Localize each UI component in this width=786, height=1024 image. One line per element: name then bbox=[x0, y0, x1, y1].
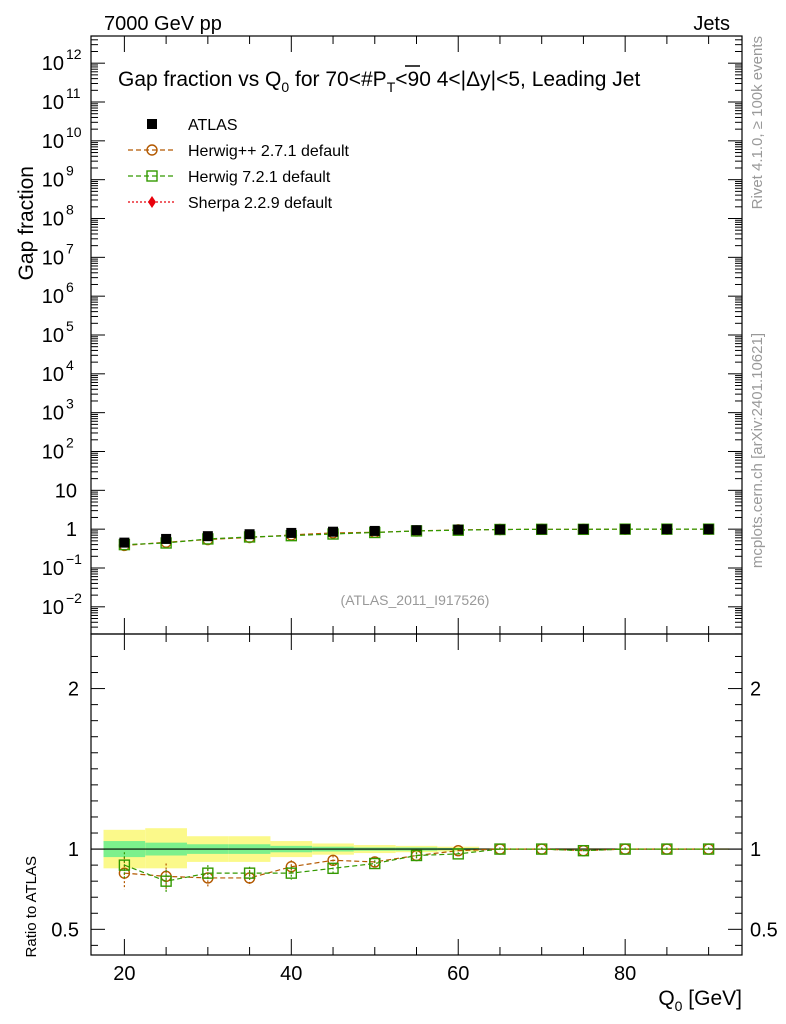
y-main-tick-exp--1: −1 bbox=[66, 551, 82, 567]
ratio-point-herwig-7-2-1-default-90 bbox=[702, 843, 715, 855]
y-main-tick-exp-7: 7 bbox=[66, 240, 74, 256]
y-main-tick-exp-8: 8 bbox=[66, 202, 74, 218]
ratio-point-herwig-7-2-1-default-25 bbox=[160, 875, 172, 887]
point-atlas-55 bbox=[411, 525, 422, 536]
y-main-tick-label-12: 10 bbox=[42, 53, 64, 75]
main-y-axis-label: Gap fraction bbox=[15, 166, 38, 280]
y-ratio-tick-label-0.5: 0.5 bbox=[51, 919, 79, 941]
y-main-tick-label-7: 10 bbox=[42, 247, 64, 269]
ratio-frame bbox=[90, 633, 743, 956]
point-atlas-45 bbox=[328, 526, 339, 537]
legend-label-herwig-7-2-1-default: Herwig 7.2.1 default bbox=[188, 169, 331, 186]
x-tick-label-40: 40 bbox=[280, 963, 302, 985]
ratio-point-herwig-7-2-1-default-50 bbox=[369, 857, 381, 870]
y-main-tick-exp-9: 9 bbox=[66, 163, 74, 179]
y-main-tick-exp--2: −2 bbox=[66, 590, 82, 606]
ratio-point-herwig-7-2-1-default-30 bbox=[202, 867, 214, 879]
ratio-point-herwig-7-2-1-default-65 bbox=[494, 843, 506, 855]
y-main-tick-label-6: 10 bbox=[42, 286, 64, 308]
y-main-tick-exp-10: 10 bbox=[66, 124, 82, 140]
ratio-point-herwig-7-2-1-default-80 bbox=[619, 843, 631, 855]
y-main-tick-exp-4: 4 bbox=[66, 357, 74, 373]
y-ratio-tick-label-right-2: 2 bbox=[750, 679, 761, 701]
header-category: Jets bbox=[693, 13, 730, 35]
y-main-tick-exp-11: 11 bbox=[66, 85, 81, 101]
point-atlas-25 bbox=[161, 533, 172, 544]
y-main-tick-label-11: 10 bbox=[42, 92, 64, 114]
y-main-tick-label-1: 10 bbox=[55, 480, 77, 502]
y-main-tick-label-10: 10 bbox=[42, 131, 64, 153]
y-main-tick-label-5: 10 bbox=[42, 325, 64, 347]
x-tick-label-80: 80 bbox=[614, 963, 636, 985]
legend-marker-herwig-2-7-1-default bbox=[146, 144, 158, 156]
analysis-id: (ATLAS_2011_I917526) bbox=[341, 592, 490, 608]
y-main-tick-label-8: 10 bbox=[42, 209, 64, 231]
point-atlas-70 bbox=[536, 524, 547, 535]
y-ratio-tick-label-right-1: 1 bbox=[750, 839, 761, 861]
y-main-tick-exp-12: 12 bbox=[66, 46, 82, 62]
x-tick-label-60: 60 bbox=[447, 963, 469, 985]
legend-marker-atlas bbox=[147, 119, 157, 129]
ratio-point-herwig-7-2-1-default-60 bbox=[452, 848, 464, 860]
ratio-point-herwig-7-2-1-default-45 bbox=[327, 862, 339, 875]
legend-label-atlas: ATLAS bbox=[188, 117, 238, 134]
ratio-panel-series bbox=[118, 843, 715, 893]
y-ratio-tick-label-right-0.5: 0.5 bbox=[750, 919, 778, 941]
ratio-point-herwig-7-2-1-default-70 bbox=[535, 843, 548, 855]
y-main-tick-exp-5: 5 bbox=[66, 318, 74, 334]
y-main-tick-label--1: 10 bbox=[42, 558, 64, 580]
point-atlas-60 bbox=[453, 524, 464, 535]
y-main-tick-label-3: 10 bbox=[42, 403, 64, 425]
main-panel-series bbox=[118, 523, 715, 552]
ratio-point-herwig-7-2-1-default-55 bbox=[410, 849, 423, 862]
point-atlas-90 bbox=[703, 524, 714, 535]
legend-label-herwig-2-7-1-default: Herwig++ 2.7.1 default bbox=[188, 143, 350, 160]
point-atlas-85 bbox=[661, 524, 672, 535]
point-atlas-30 bbox=[202, 531, 213, 542]
y-main-tick-label-2: 10 bbox=[42, 441, 64, 463]
y-main-tick-label--2: 10 bbox=[42, 597, 64, 619]
legend: ATLAS Herwig++ 2.7.1 default Herwig 7.2.1 … bbox=[128, 117, 350, 212]
y-main-tick-label-9: 10 bbox=[42, 170, 64, 192]
ratio-point-herwig-7-2-1-default-35 bbox=[243, 867, 256, 879]
chart-title: Gap fraction vs Q0 for 70<#PT<90 4<|Δy|<… bbox=[118, 68, 640, 95]
point-atlas-40 bbox=[286, 527, 297, 538]
y-ratio-tick-label-1: 1 bbox=[68, 839, 79, 861]
point-atlas-35 bbox=[244, 529, 255, 540]
point-atlas-20 bbox=[119, 537, 130, 548]
legend-marker-herwig-7-2-1-default bbox=[146, 170, 158, 182]
y-main-tick-exp-6: 6 bbox=[66, 279, 74, 295]
legend-marker-sherpa-2-2-9-default bbox=[148, 196, 156, 208]
ratio-uncertainty-bands bbox=[103, 828, 730, 869]
ratio-y-axis-label: Ratio to ATLAS bbox=[23, 856, 40, 957]
side-rivet-label: Rivet 4.1.0, ≥ 100k events bbox=[749, 36, 766, 209]
y-main-tick-exp-2: 2 bbox=[66, 434, 74, 450]
y-ratio-tick-label-2: 2 bbox=[68, 679, 79, 701]
ratio-point-herwig-7-2-1-default-85 bbox=[661, 843, 673, 855]
ratio-point-herwig-7-2-1-default-40 bbox=[285, 867, 298, 879]
ratio-panel-axes: 20 40 60 80 0.5 0.5 1 1 2 2 bbox=[51, 633, 778, 985]
point-atlas-65 bbox=[494, 524, 505, 535]
x-axis-label: Q0 [GeV] bbox=[658, 987, 742, 1014]
point-atlas-80 bbox=[620, 524, 631, 535]
ratio-point-herwig-2-7-1-default-20 bbox=[118, 867, 131, 879]
point-atlas-75 bbox=[578, 524, 589, 535]
y-main-tick-label-0: 1 bbox=[66, 519, 77, 541]
ratio-line-herwig-7-2-1-default bbox=[124, 848, 709, 882]
header-energy: 7000 GeV pp bbox=[104, 13, 222, 35]
point-atlas-50 bbox=[369, 525, 380, 536]
legend-label-sherpa-2-2-9-default: Sherpa 2.2.9 default bbox=[188, 195, 333, 212]
y-main-tick-label-4: 10 bbox=[42, 364, 64, 386]
x-tick-label-20: 20 bbox=[113, 963, 135, 985]
y-main-tick-exp-3: 3 bbox=[66, 396, 74, 412]
ratio-point-herwig-7-2-1-default-20 bbox=[118, 859, 131, 871]
ratio-point-herwig-7-2-1-default-75 bbox=[577, 844, 590, 857]
side-mcplots-label: mcplots.cern.ch [arXiv:2401.10621] bbox=[749, 333, 766, 568]
